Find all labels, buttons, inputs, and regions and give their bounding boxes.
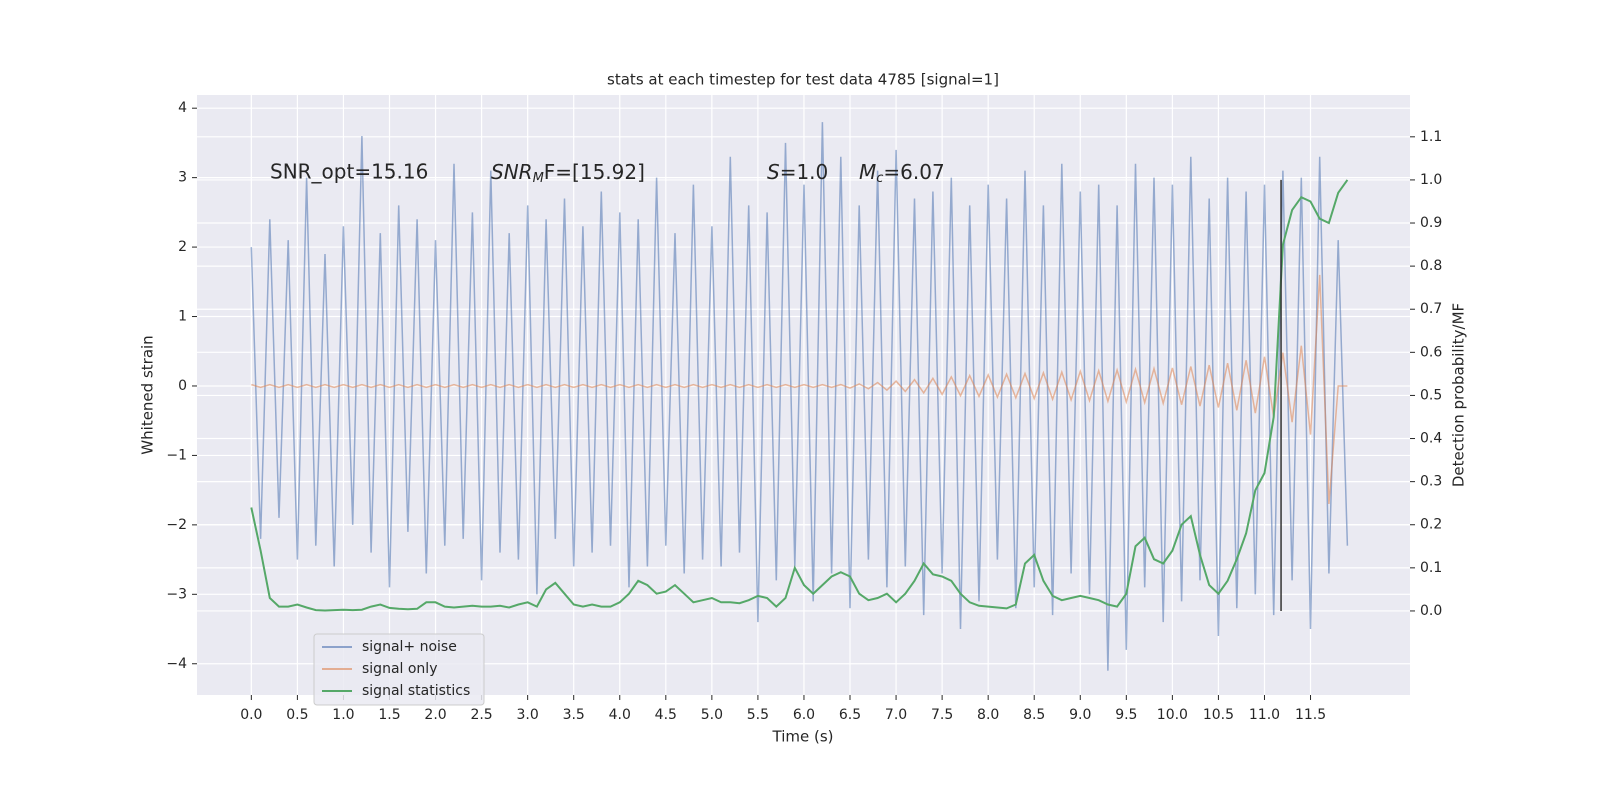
y2-axis-label: Detection probability/MF [1450,303,1468,487]
y-tick-label: 1 [178,309,187,325]
y-tick-label: 0 [178,378,187,394]
annotation: SNR_opt=15.16 [270,160,428,184]
y2-tick-label: 0.8 [1420,258,1442,274]
x-tick-label: 5.5 [747,707,769,723]
x-tick-label: 4.5 [655,707,677,723]
annotation-sub: c [876,171,883,186]
annotation-sub: M [533,171,544,186]
x-tick-label: 5.0 [701,707,723,723]
data-line [250,179,1349,612]
x-tick-label: 10.0 [1157,707,1188,723]
y2-tick-label: 0.2 [1420,517,1442,533]
x-tick-label: 0.0 [240,707,262,723]
legend-label: signal only [362,661,437,677]
y2-tick-label: 0.3 [1420,474,1442,490]
annotation-rest: F=[15.92] [544,160,645,184]
y2-tick-label: 1.1 [1420,129,1442,145]
x-tick-label: 4.0 [609,707,631,723]
legend-label: signal statistics [362,683,470,699]
chart-title: stats at each timestep for test data 478… [607,71,999,89]
y-tick-label: −1 [166,447,187,463]
x-tick-label: 6.0 [793,707,815,723]
x-tick-label: 11.0 [1249,707,1280,723]
y2-tick-label: 1.0 [1420,172,1442,188]
x-tick-label: 7.5 [931,707,953,723]
data-line [250,122,1349,671]
x-tick-label: 8.5 [1023,707,1045,723]
x-tick-label: 2.5 [470,707,492,723]
annotation: Mc=6.07 [859,160,945,186]
y-tick-label: 4 [178,100,187,116]
x-tick-label: 10.5 [1203,707,1234,723]
x-tick-label: 11.5 [1295,707,1326,723]
x-tick-label: 3.5 [563,707,585,723]
annotation-main: SNR [491,160,533,184]
annotation-rest: =1.0 [780,160,829,184]
legend-box [313,633,485,706]
annotation-rest: =6.07 [883,160,944,184]
x-tick-label: 9.5 [1115,707,1137,723]
y2-tick-label: 0.5 [1420,387,1442,403]
x-tick-label: 6.5 [839,707,861,723]
y-tick-label: −3 [166,586,187,602]
x-tick-label: 9.0 [1069,707,1091,723]
x-tick-label: 1.0 [332,707,354,723]
y2-tick-label: 0.9 [1420,215,1442,231]
y-axis-label: Whitened strain [139,335,157,454]
data-line [251,274,1348,505]
x-tick-label: 2.0 [424,707,446,723]
x-tick-label: 7.0 [885,707,907,723]
annotation: SNRMF=[15.92] [491,160,645,186]
x-axis-label: Time (s) [772,728,834,746]
y2-tick-label: 0.4 [1420,431,1442,447]
annotation-main: S [767,160,780,184]
y2-tick-label: 0.7 [1420,301,1442,317]
annotation: S=1.0 [767,160,828,184]
x-tick-label: 3.0 [517,707,539,723]
y-tick-label: −2 [166,517,187,533]
y2-tick-label: 0.6 [1420,344,1442,360]
annotation-main: M [859,160,876,184]
y-tick-label: 2 [178,239,187,255]
y2-tick-label: 0.1 [1420,560,1442,576]
y-tick-label: −4 [166,656,187,672]
x-tick-label: 1.5 [378,707,400,723]
y2-tick-label: 0.0 [1420,603,1442,619]
y-tick-label: 3 [178,170,187,186]
x-tick-label: 8.0 [977,707,999,723]
x-tick-label: 0.5 [286,707,308,723]
legend-label: signal+ noise [362,639,457,655]
